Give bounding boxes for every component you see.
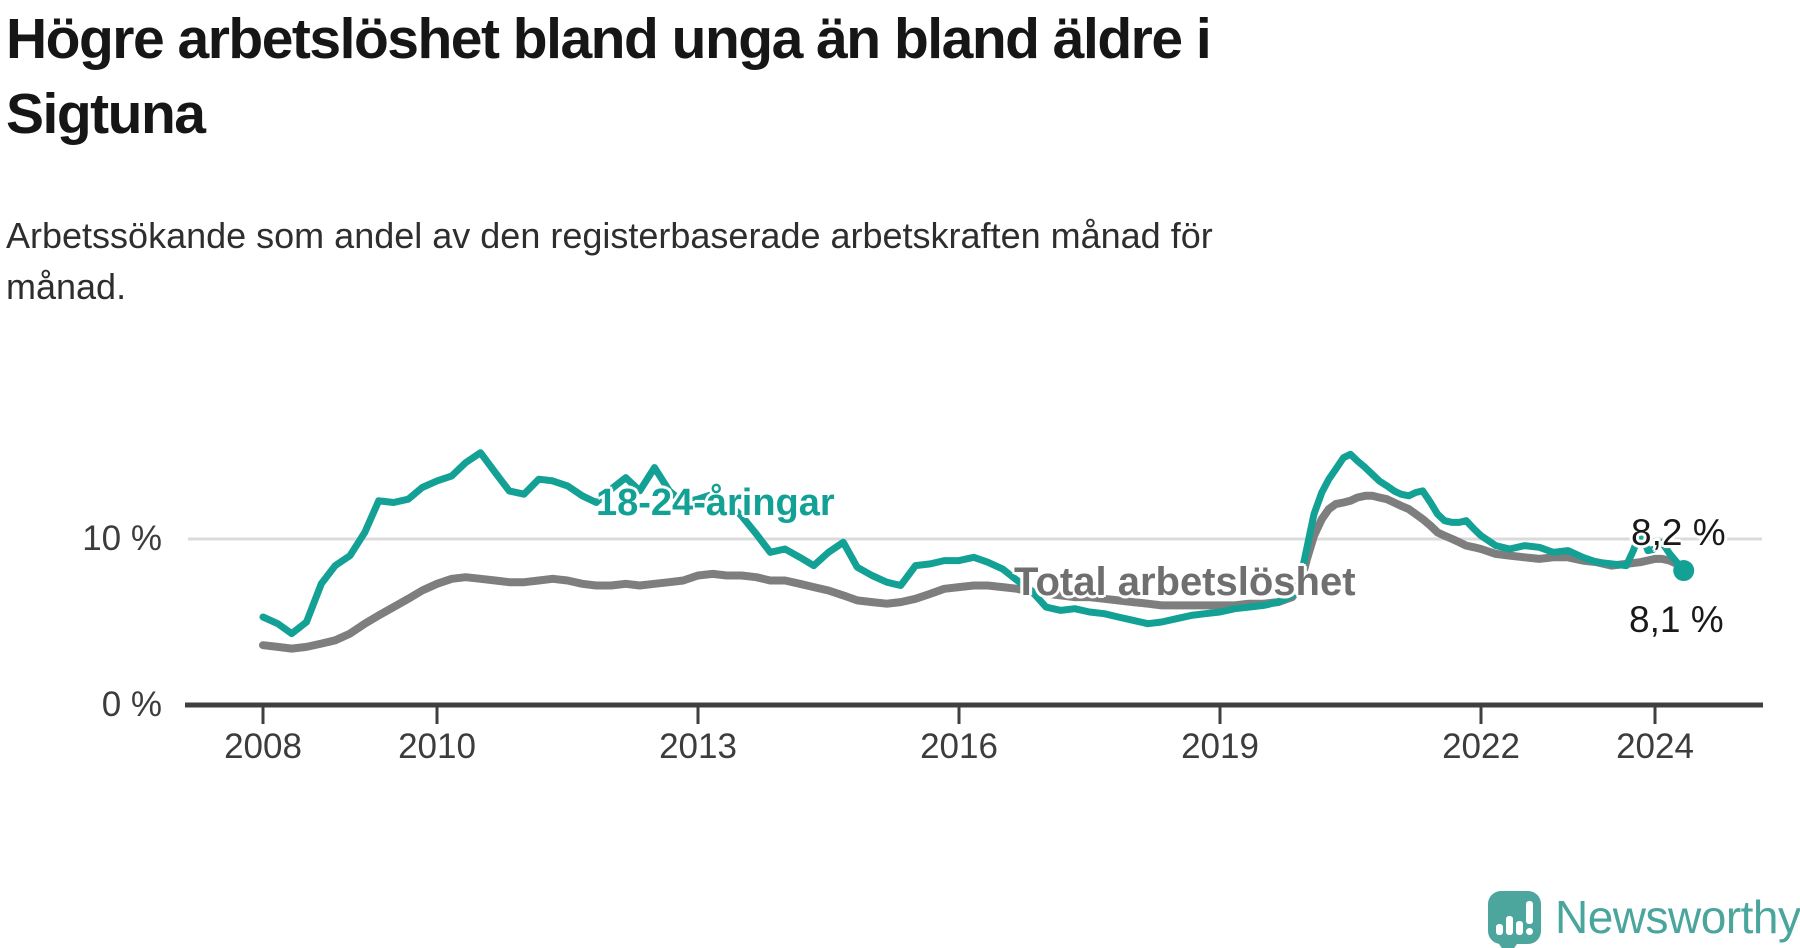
x-axis-tick-label: 2016 xyxy=(920,727,998,766)
total-series-line xyxy=(259,491,1688,653)
title-line1: Högre arbetslöshet bland unga än bland ä… xyxy=(6,7,1212,71)
x-axis-tick-label: 2013 xyxy=(659,727,737,766)
page-title: Högre arbetslöshet bland unga än bland ä… xyxy=(6,2,1526,152)
logo-exclamation-dot-icon xyxy=(1526,927,1533,935)
x-axis-tick-label: 2008 xyxy=(224,727,302,766)
x-axis-tick-label: 2022 xyxy=(1442,727,1520,766)
logo-bar-icon xyxy=(1506,915,1513,935)
newsworthy-logo: Newsworthy xyxy=(1488,886,1800,948)
series-label-total: Total arbetslöshet xyxy=(1014,560,1356,604)
series-end-dot xyxy=(1673,560,1695,582)
x-axis-tick-label: 2019 xyxy=(1181,727,1259,766)
y-axis-label-0: 0 % xyxy=(101,685,162,724)
logo-bubble-tail xyxy=(1497,940,1519,948)
y-axis-label-10: 10 % xyxy=(82,519,162,558)
chart-subtitle: Arbetssökande som andel av den registerb… xyxy=(6,210,1506,312)
end-value-label-youth: 8,1 % xyxy=(1629,599,1724,640)
youth-series-line xyxy=(259,449,1688,638)
subtitle-line2: månad. xyxy=(6,266,127,308)
logo-bar-icon xyxy=(1496,923,1503,935)
subtitle-line1: Arbetssökande som andel av den registerb… xyxy=(6,215,1213,256)
newsworthy-wordmark: Newsworthy xyxy=(1555,891,1800,943)
logo-exclamation-icon xyxy=(1526,900,1533,924)
x-axis-tick-label: 2024 xyxy=(1616,727,1694,766)
logo-bar-icon xyxy=(1516,920,1523,935)
title-line2: Sigtuna xyxy=(6,82,206,147)
series-label-youth: 18-24-åringar xyxy=(596,482,835,524)
x-axis-tick-label: 2010 xyxy=(398,727,476,766)
newsworthy-speech-bubble-chart-icon xyxy=(1488,890,1541,948)
end-value-label-total: 8,2 % xyxy=(1631,512,1726,553)
